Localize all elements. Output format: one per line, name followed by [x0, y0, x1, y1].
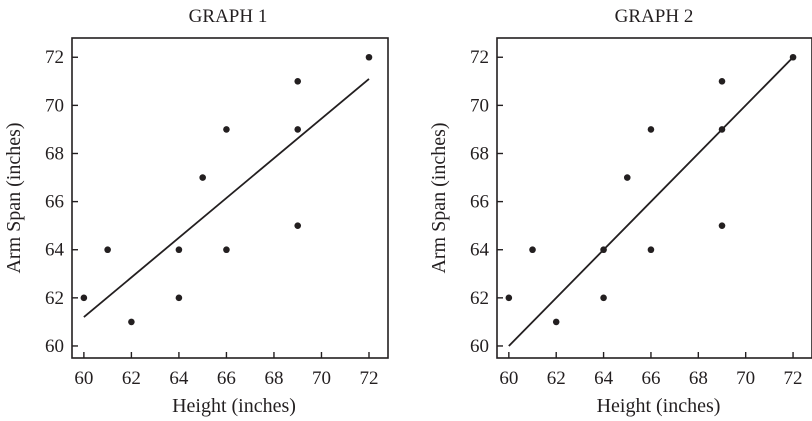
- data-point: [175, 246, 183, 254]
- x-axis-label: Height (inches): [172, 395, 296, 417]
- y-tick-label: 68: [470, 143, 489, 164]
- graph-2: GRAPH 2 60 62 64 66 68 70 72 60 62 64 66 68 70 72 Heigh…: [428, 6, 812, 417]
- data-point: [223, 126, 230, 133]
- x-tick-label: 60: [74, 368, 93, 389]
- data-point: [600, 294, 607, 302]
- y-tick-label: 62: [45, 288, 64, 309]
- y-axis-label: Arm Span (inches): [3, 122, 25, 273]
- y-tick-label: 62: [470, 288, 489, 309]
- x-tick-label: 64: [169, 368, 189, 389]
- y-tick-label: 64: [470, 240, 490, 261]
- data-point: [718, 222, 726, 229]
- x-tick-label: 64: [594, 368, 614, 389]
- x-tick-label: 68: [689, 368, 708, 389]
- x-tick-label: 62: [122, 368, 141, 389]
- y-tick-label: 60: [45, 336, 64, 357]
- data-point: [175, 294, 183, 302]
- y-tick-label: 68: [45, 143, 64, 164]
- data-point: [80, 294, 88, 302]
- chart-title: GRAPH 1: [189, 6, 268, 27]
- fit-line: [83, 78, 370, 318]
- y-tick-label: 66: [470, 192, 489, 213]
- x-tick-label: 70: [312, 368, 331, 389]
- x-axis-label: Height (inches): [597, 395, 721, 417]
- x-tick-label: 66: [217, 368, 236, 389]
- plot-frame: [496, 37, 812, 359]
- x-tick-label: 60: [499, 368, 518, 389]
- y-tick-label: 66: [45, 192, 64, 213]
- data-point: [294, 126, 302, 133]
- data-point: [505, 294, 513, 302]
- y-tick-label: 64: [45, 240, 65, 261]
- data-point: [718, 78, 726, 85]
- data-point: [647, 126, 655, 133]
- y-tick-label: 60: [470, 336, 489, 357]
- data-point: [365, 53, 373, 61]
- data-point: [552, 318, 560, 326]
- data-point: [623, 174, 631, 181]
- data-point: [128, 318, 135, 326]
- y-tick-label: 72: [45, 47, 64, 68]
- data-point: [104, 246, 111, 254]
- y-axis-label: Arm Span (inches): [428, 122, 450, 273]
- fit-line: [508, 56, 794, 347]
- data-point: [199, 174, 206, 181]
- x-tick-label: 66: [641, 368, 660, 389]
- data-point: [294, 222, 302, 229]
- data-point: [600, 246, 607, 254]
- chart-title: GRAPH 2: [615, 6, 694, 27]
- y-tick-label: 72: [470, 47, 489, 68]
- x-tick-label: 72: [359, 368, 378, 389]
- graph-1: GRAPH 1 60 62 64 66 68 70 72 60 62 64 66 68 70 72 Heigh…: [3, 6, 389, 417]
- y-tick-label: 70: [470, 95, 489, 116]
- data-point: [294, 78, 302, 85]
- data-point: [718, 126, 726, 133]
- y-tick-label: 70: [45, 95, 64, 116]
- x-tick-label: 70: [736, 368, 755, 389]
- x-tick-label: 62: [547, 368, 566, 389]
- x-tick-label: 68: [264, 368, 283, 389]
- x-tick-label: 72: [784, 368, 803, 389]
- data-point: [223, 246, 230, 254]
- data-point: [789, 53, 797, 61]
- data-point: [529, 246, 536, 254]
- plot-frame: [71, 37, 389, 359]
- data-point: [647, 246, 655, 254]
